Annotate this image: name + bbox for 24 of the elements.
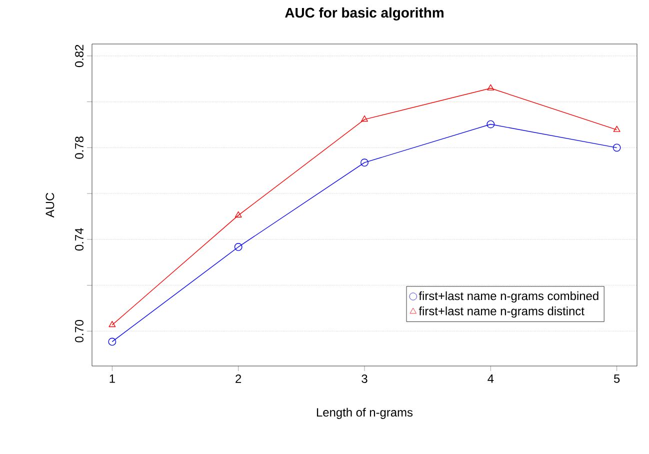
legend-label: first+last name n-grams distinct [418,306,584,318]
y-tick-label: 0.74 [75,228,84,251]
point [486,120,495,128]
chart-title: AUC for basic algorithm [285,7,444,20]
x-axis-title: Length of n-grams [316,408,413,419]
point [613,126,620,132]
point [361,116,368,122]
y-axis-title: AUC [46,192,54,218]
point [612,144,621,152]
x-tick-label: 4 [488,374,494,383]
point [360,158,368,167]
point [487,84,494,90]
legend-label: first+last name n-grams combined [418,291,598,303]
point [108,321,116,328]
x-tick-label: 5 [614,374,620,383]
y-tick-label: 0.70 [75,320,84,342]
point [234,211,242,218]
x-tick-label: 2 [236,374,242,383]
y-tick-label: 0.78 [75,136,84,159]
y-tick-label: 0.82 [75,44,84,68]
point [108,338,116,346]
x-tick-label: 3 [362,374,368,383]
point [234,243,242,251]
x-tick-label: 1 [110,374,115,383]
